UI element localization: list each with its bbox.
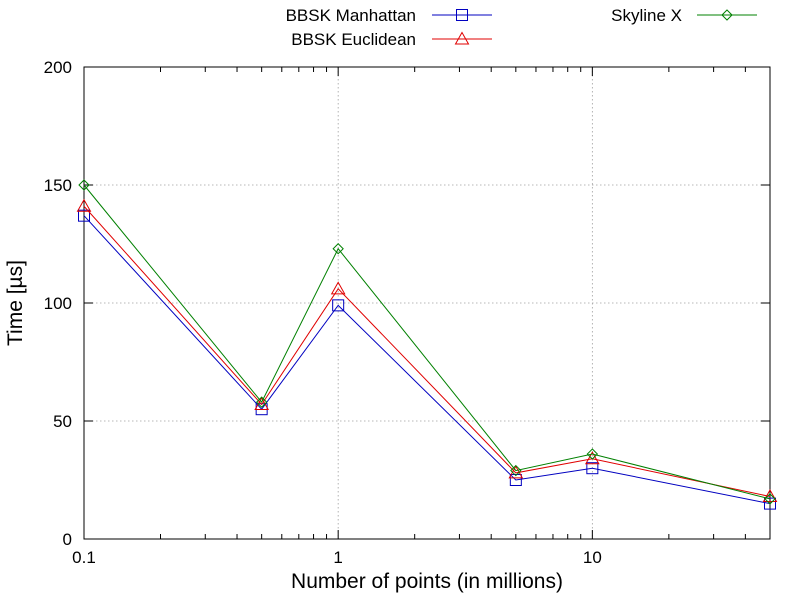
data-point-skyline-x [332,243,344,255]
y-tick-label: 200 [44,58,72,77]
data-point-bbsk-manhattan [78,209,90,222]
legend-item-skyline-x: Skyline X [611,6,757,25]
tick-labels: 0 50 100 150 200 0.1 1 10 [44,58,602,567]
data-point-bbsk-manhattan [586,462,599,475]
y-tick-label: 0 [63,530,72,549]
grid-lines [84,67,770,539]
series-line-bbsk-euclidean [83,205,771,498]
data-point-bbsk-euclidean [584,451,600,465]
series-line-skyline-x [83,184,771,500]
data-point-bbsk-manhattan [509,474,522,486]
legend-label-bbsk-manhattan: BBSK Manhattan [286,6,416,25]
x-tick-label: 1 [333,548,342,567]
data-point-bbsk-euclidean [330,281,346,295]
data-point-skyline-x [255,396,268,408]
legend-label-bbsk-euclidean: BBSK Euclidean [291,30,416,49]
data-point-bbsk-euclidean [762,489,778,503]
series-line-bbsk-manhattan [83,215,771,505]
series-skyline-x [78,179,776,505]
data-point-bbsk-manhattan [764,497,776,510]
y-tick-label: 50 [53,412,72,431]
legend-item-bbsk-manhattan: BBSK Manhattan [286,6,492,25]
y-tick-label: 100 [44,294,72,313]
x-axis-title: Number of points (in millions) [291,570,563,593]
data-point-skyline-x [510,464,522,477]
legend: BBSK Manhattan BBSK Euclidean Skyline X [286,6,757,49]
series-bbsk-euclidean [76,198,778,503]
data-point-bbsk-manhattan [332,299,345,312]
y-axis-title: Time [µs] [4,260,27,346]
series-layer [76,179,778,510]
x-tick-label: 10 [583,548,602,567]
legend-marker-skyline-x [721,9,733,21]
plot-frame [83,66,771,540]
x-tick-label: 0.1 [72,548,96,567]
legend-marker-bbsk-manhattan [456,9,468,21]
legend-item-bbsk-euclidean: BBSK Euclidean [291,30,492,49]
data-point-skyline-x [764,493,776,505]
data-point-skyline-x [78,179,90,191]
series-bbsk-manhattan [78,209,776,510]
axis-ticks [83,66,770,540]
data-point-skyline-x [586,448,599,460]
legend-marker-bbsk-euclidean [454,31,470,45]
legend-label-skyline-x: Skyline X [611,6,682,25]
y-tick-label: 150 [44,176,72,195]
data-point-bbsk-euclidean [76,198,92,212]
